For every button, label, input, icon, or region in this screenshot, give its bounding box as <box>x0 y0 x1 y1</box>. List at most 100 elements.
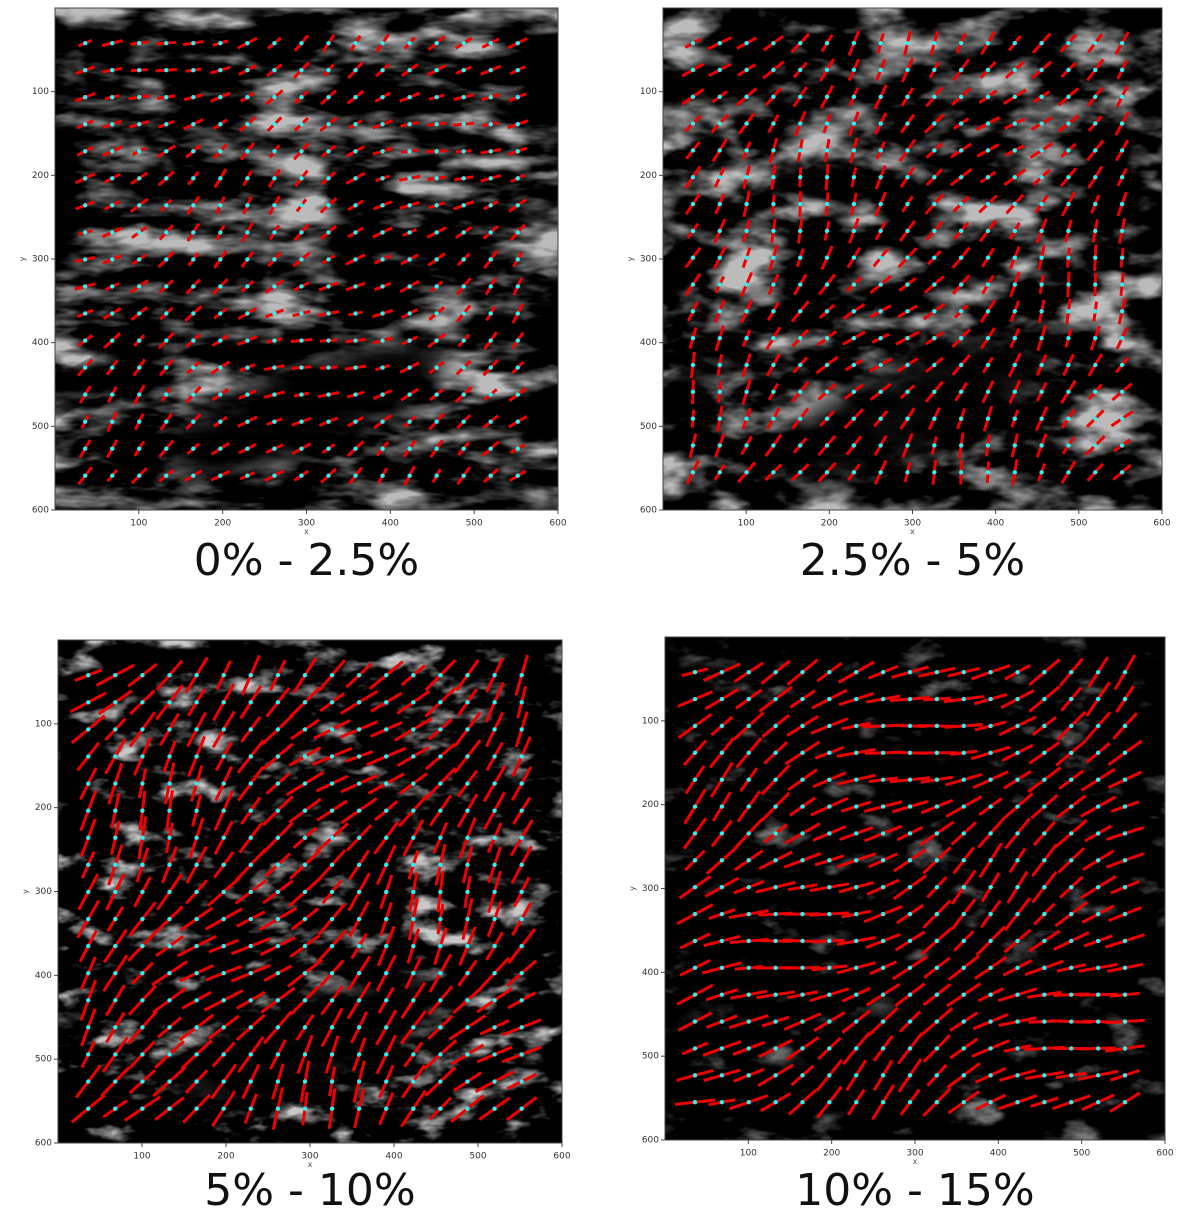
vector-point <box>167 673 172 678</box>
vector-point <box>717 362 722 368</box>
vector-point <box>329 808 335 813</box>
caption: 0% - 2.5% <box>194 535 419 586</box>
vector-point <box>746 777 751 782</box>
vector-point <box>692 885 698 890</box>
vector-point <box>1093 335 1098 341</box>
vector-point <box>140 971 145 976</box>
vector-point <box>356 1025 362 1030</box>
vector-point <box>384 1052 389 1057</box>
vector-point <box>245 176 250 181</box>
vector-point <box>854 804 859 809</box>
vector-point <box>299 446 304 451</box>
vector-point <box>771 335 776 341</box>
vector-point <box>465 1052 470 1057</box>
vector-point <box>515 40 520 46</box>
vector-point <box>1015 1019 1020 1024</box>
vector-point <box>719 831 725 836</box>
vector-point <box>164 365 169 370</box>
vector-point <box>985 416 991 421</box>
vector-point <box>221 943 226 949</box>
vector-point <box>744 175 749 180</box>
vector-point <box>110 284 115 289</box>
vector-point <box>515 446 520 451</box>
vector-point <box>218 67 223 73</box>
vector-point <box>771 470 776 475</box>
vector-point <box>245 446 250 451</box>
vector-point <box>690 309 696 314</box>
vector-point <box>798 121 803 126</box>
vector-point <box>411 1079 416 1084</box>
vector-point <box>744 228 749 234</box>
vector-point <box>461 40 466 46</box>
vector-point <box>438 727 443 732</box>
vector-point <box>771 148 776 153</box>
vector-point <box>164 446 169 451</box>
vector-point <box>113 1079 118 1084</box>
vector-point <box>798 175 803 180</box>
vector-point <box>519 1052 524 1057</box>
vector-point <box>438 754 443 759</box>
x-tick-label: 500 <box>1073 1149 1090 1159</box>
vector-point <box>1039 282 1044 287</box>
vector-point <box>1039 335 1044 341</box>
vector-point <box>380 149 385 154</box>
vector-point <box>934 723 940 729</box>
vector-point <box>1039 67 1044 73</box>
vector-point <box>411 835 416 840</box>
vector-point <box>194 943 199 949</box>
vector-point <box>773 777 778 782</box>
x-tick-label: 600 <box>549 519 566 529</box>
x-tick-label: 300 <box>301 1152 318 1162</box>
vector-point <box>384 835 389 840</box>
vector-point <box>824 282 830 287</box>
vector-point <box>411 916 416 922</box>
vector-point <box>932 362 937 368</box>
vector-point <box>719 1100 725 1105</box>
vector-point <box>164 419 169 424</box>
vector-point <box>692 804 698 809</box>
vector-point <box>465 889 470 895</box>
vector-point <box>86 754 91 759</box>
vector-point <box>140 781 145 786</box>
vector-point <box>434 257 439 262</box>
vector-point <box>824 335 830 341</box>
vector-point <box>275 998 281 1003</box>
vector-point <box>824 121 830 126</box>
vector-point <box>221 727 226 732</box>
vector-point <box>380 257 385 262</box>
vector-point <box>961 938 966 944</box>
vector-point <box>302 998 308 1003</box>
vector-point <box>1012 175 1017 180</box>
vector-point <box>1015 1100 1020 1105</box>
vector-point <box>353 284 358 289</box>
vector-point <box>932 470 937 475</box>
vector-point <box>827 777 832 782</box>
vector-point <box>113 862 118 868</box>
vector-point <box>299 311 304 316</box>
y-axis-label: y <box>628 886 637 891</box>
y-tick-label: 600 <box>32 506 49 516</box>
vector-point <box>988 911 993 917</box>
vector-point <box>771 416 776 421</box>
vector-point <box>113 1052 118 1057</box>
vector-point <box>167 889 172 895</box>
vector-point <box>1119 94 1125 99</box>
vector-point <box>771 228 776 234</box>
vector-point <box>519 998 524 1003</box>
x-tick-label: 400 <box>385 1152 402 1162</box>
vector-point <box>827 723 832 729</box>
vector-point <box>245 203 250 208</box>
vector-point <box>798 362 803 368</box>
vector-point <box>515 365 520 370</box>
vector-point <box>985 121 991 126</box>
x-tick-label: 200 <box>823 1149 840 1159</box>
vector-point <box>221 1025 226 1030</box>
vector-point <box>194 971 199 976</box>
vector-point <box>272 176 277 181</box>
vector-point <box>1122 858 1128 863</box>
vector-point <box>932 335 937 341</box>
vector-point <box>411 862 416 868</box>
vector-point <box>773 696 778 702</box>
vector-point <box>719 804 725 809</box>
vector-point <box>1093 443 1098 448</box>
